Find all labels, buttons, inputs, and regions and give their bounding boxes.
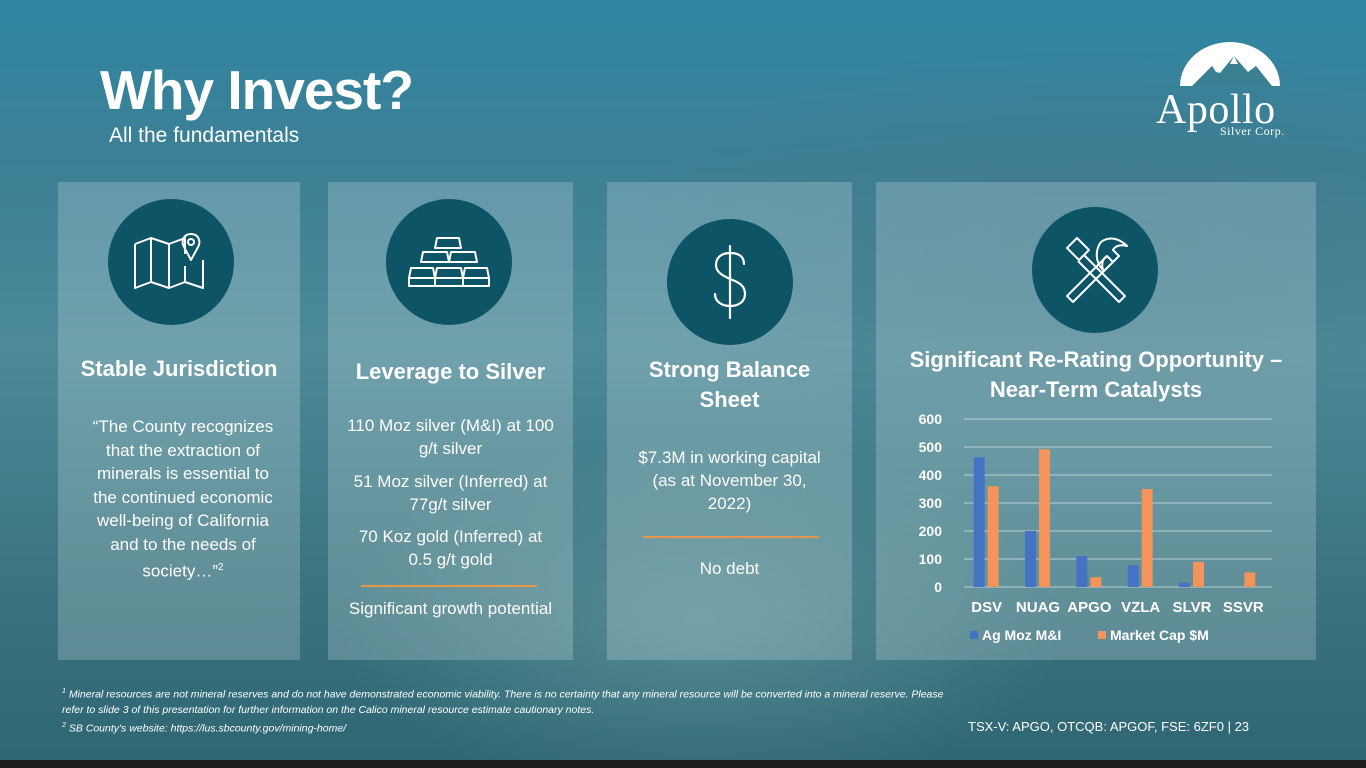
bar-dsv-ag	[973, 457, 985, 587]
card-leverage-to-silver: Leverage to Silver 110 Moz silver (M&I) …	[328, 182, 573, 660]
divider	[361, 585, 537, 587]
footnote-2: 2 SB County's website: https://lus.sbcou…	[62, 721, 347, 735]
ticker-and-page-number: TSX-V: APGO, OTCQB: APGOF, FSE: 6ZF0 | 2…	[968, 719, 1250, 734]
company-logo: Apollo Silver Corp.	[1150, 42, 1310, 142]
divider	[643, 536, 819, 538]
bar-slvr-mcap	[1193, 561, 1204, 587]
card-heading: Stable Jurisdiction	[80, 356, 278, 381]
footnotes: 1 Mineral resources are not mineral rese…	[62, 684, 962, 736]
y-tick-label: 0	[934, 579, 942, 595]
card-heading: Significant Re-Rating Opportunity – Near…	[909, 347, 1283, 402]
hammer-pick-icon	[1032, 207, 1158, 333]
card-rerating-opportunity: Significant Re-Rating Opportunity – Near…	[876, 182, 1316, 660]
y-tick-label: 600	[919, 411, 943, 427]
bar-vzla-mcap	[1141, 489, 1153, 587]
map-pin-icon	[108, 199, 234, 325]
bar-apgo-mcap	[1090, 577, 1102, 587]
gold-bars-icon	[386, 199, 512, 325]
x-tick-label: APGO	[1067, 599, 1112, 616]
y-tick-label: 400	[919, 467, 943, 483]
card-strong-balance-sheet: Strong Balance Sheet $7.3M in working ca…	[607, 182, 852, 660]
card-heading: Strong Balance Sheet	[648, 357, 811, 412]
y-tick-label: 200	[919, 523, 943, 539]
logo-subtitle: Silver Corp.	[1220, 124, 1285, 138]
gold-resource-inferred: 70 Koz gold (Inferred) at 0.5 g/t gold	[358, 527, 543, 569]
page-title: Why Invest?	[100, 59, 414, 121]
bar-vzla-ag	[1127, 565, 1139, 587]
bar-dsv-mcap	[987, 486, 999, 587]
page-subtitle: All the fundamentals	[109, 124, 300, 147]
y-tick-label: 100	[919, 551, 943, 567]
y-tick-label: 300	[919, 495, 943, 511]
logo-name: Apollo	[1156, 87, 1276, 133]
mountain-logo-icon	[1180, 42, 1280, 86]
legend-swatch	[970, 631, 978, 639]
legend-swatch	[1098, 631, 1106, 639]
silver-resource-mi: 110 Moz silver (M&I) at 100 g/t silver	[347, 416, 554, 458]
card-footer: Significant growth potential	[348, 599, 553, 618]
bar-nuag-ag	[1025, 531, 1036, 587]
legend-label: Market Cap $M	[1110, 627, 1209, 643]
card-stable-jurisdiction: Stable Jurisdiction “The County recogniz…	[58, 182, 300, 660]
card-footer: No debt	[699, 559, 760, 578]
card-heading: Leverage to Silver	[355, 359, 546, 384]
bar-nuag-mcap	[1039, 449, 1050, 587]
x-tick-label: VZLA	[1121, 599, 1160, 616]
legend-label: Ag Moz M&I	[982, 627, 1061, 643]
dollar-icon	[667, 219, 793, 345]
y-tick-label: 500	[919, 439, 943, 455]
footnote-1: 1 Mineral resources are not mineral rese…	[62, 688, 944, 716]
bar-chart: 0 100 200 300 400 500 600 DSV NUAG APGO VZLA SLVR SS…	[919, 411, 1272, 643]
silver-resource-inferred: 51 Moz silver (Inferred) at 77g/t silver	[353, 472, 548, 514]
x-tick-label: SLVR	[1173, 599, 1212, 616]
bar-ssvr-mcap	[1244, 572, 1256, 587]
x-tick-label: DSV	[971, 599, 1002, 616]
working-capital: $7.3M in working capital (as at November…	[638, 448, 821, 513]
bar-apgo-ag	[1076, 556, 1088, 587]
bar-slvr-ag	[1179, 582, 1190, 587]
card-quote: “The County recognizes that the extracti…	[92, 417, 274, 581]
x-tick-label: NUAG	[1016, 599, 1060, 616]
x-tick-label: SSVR	[1223, 599, 1264, 616]
